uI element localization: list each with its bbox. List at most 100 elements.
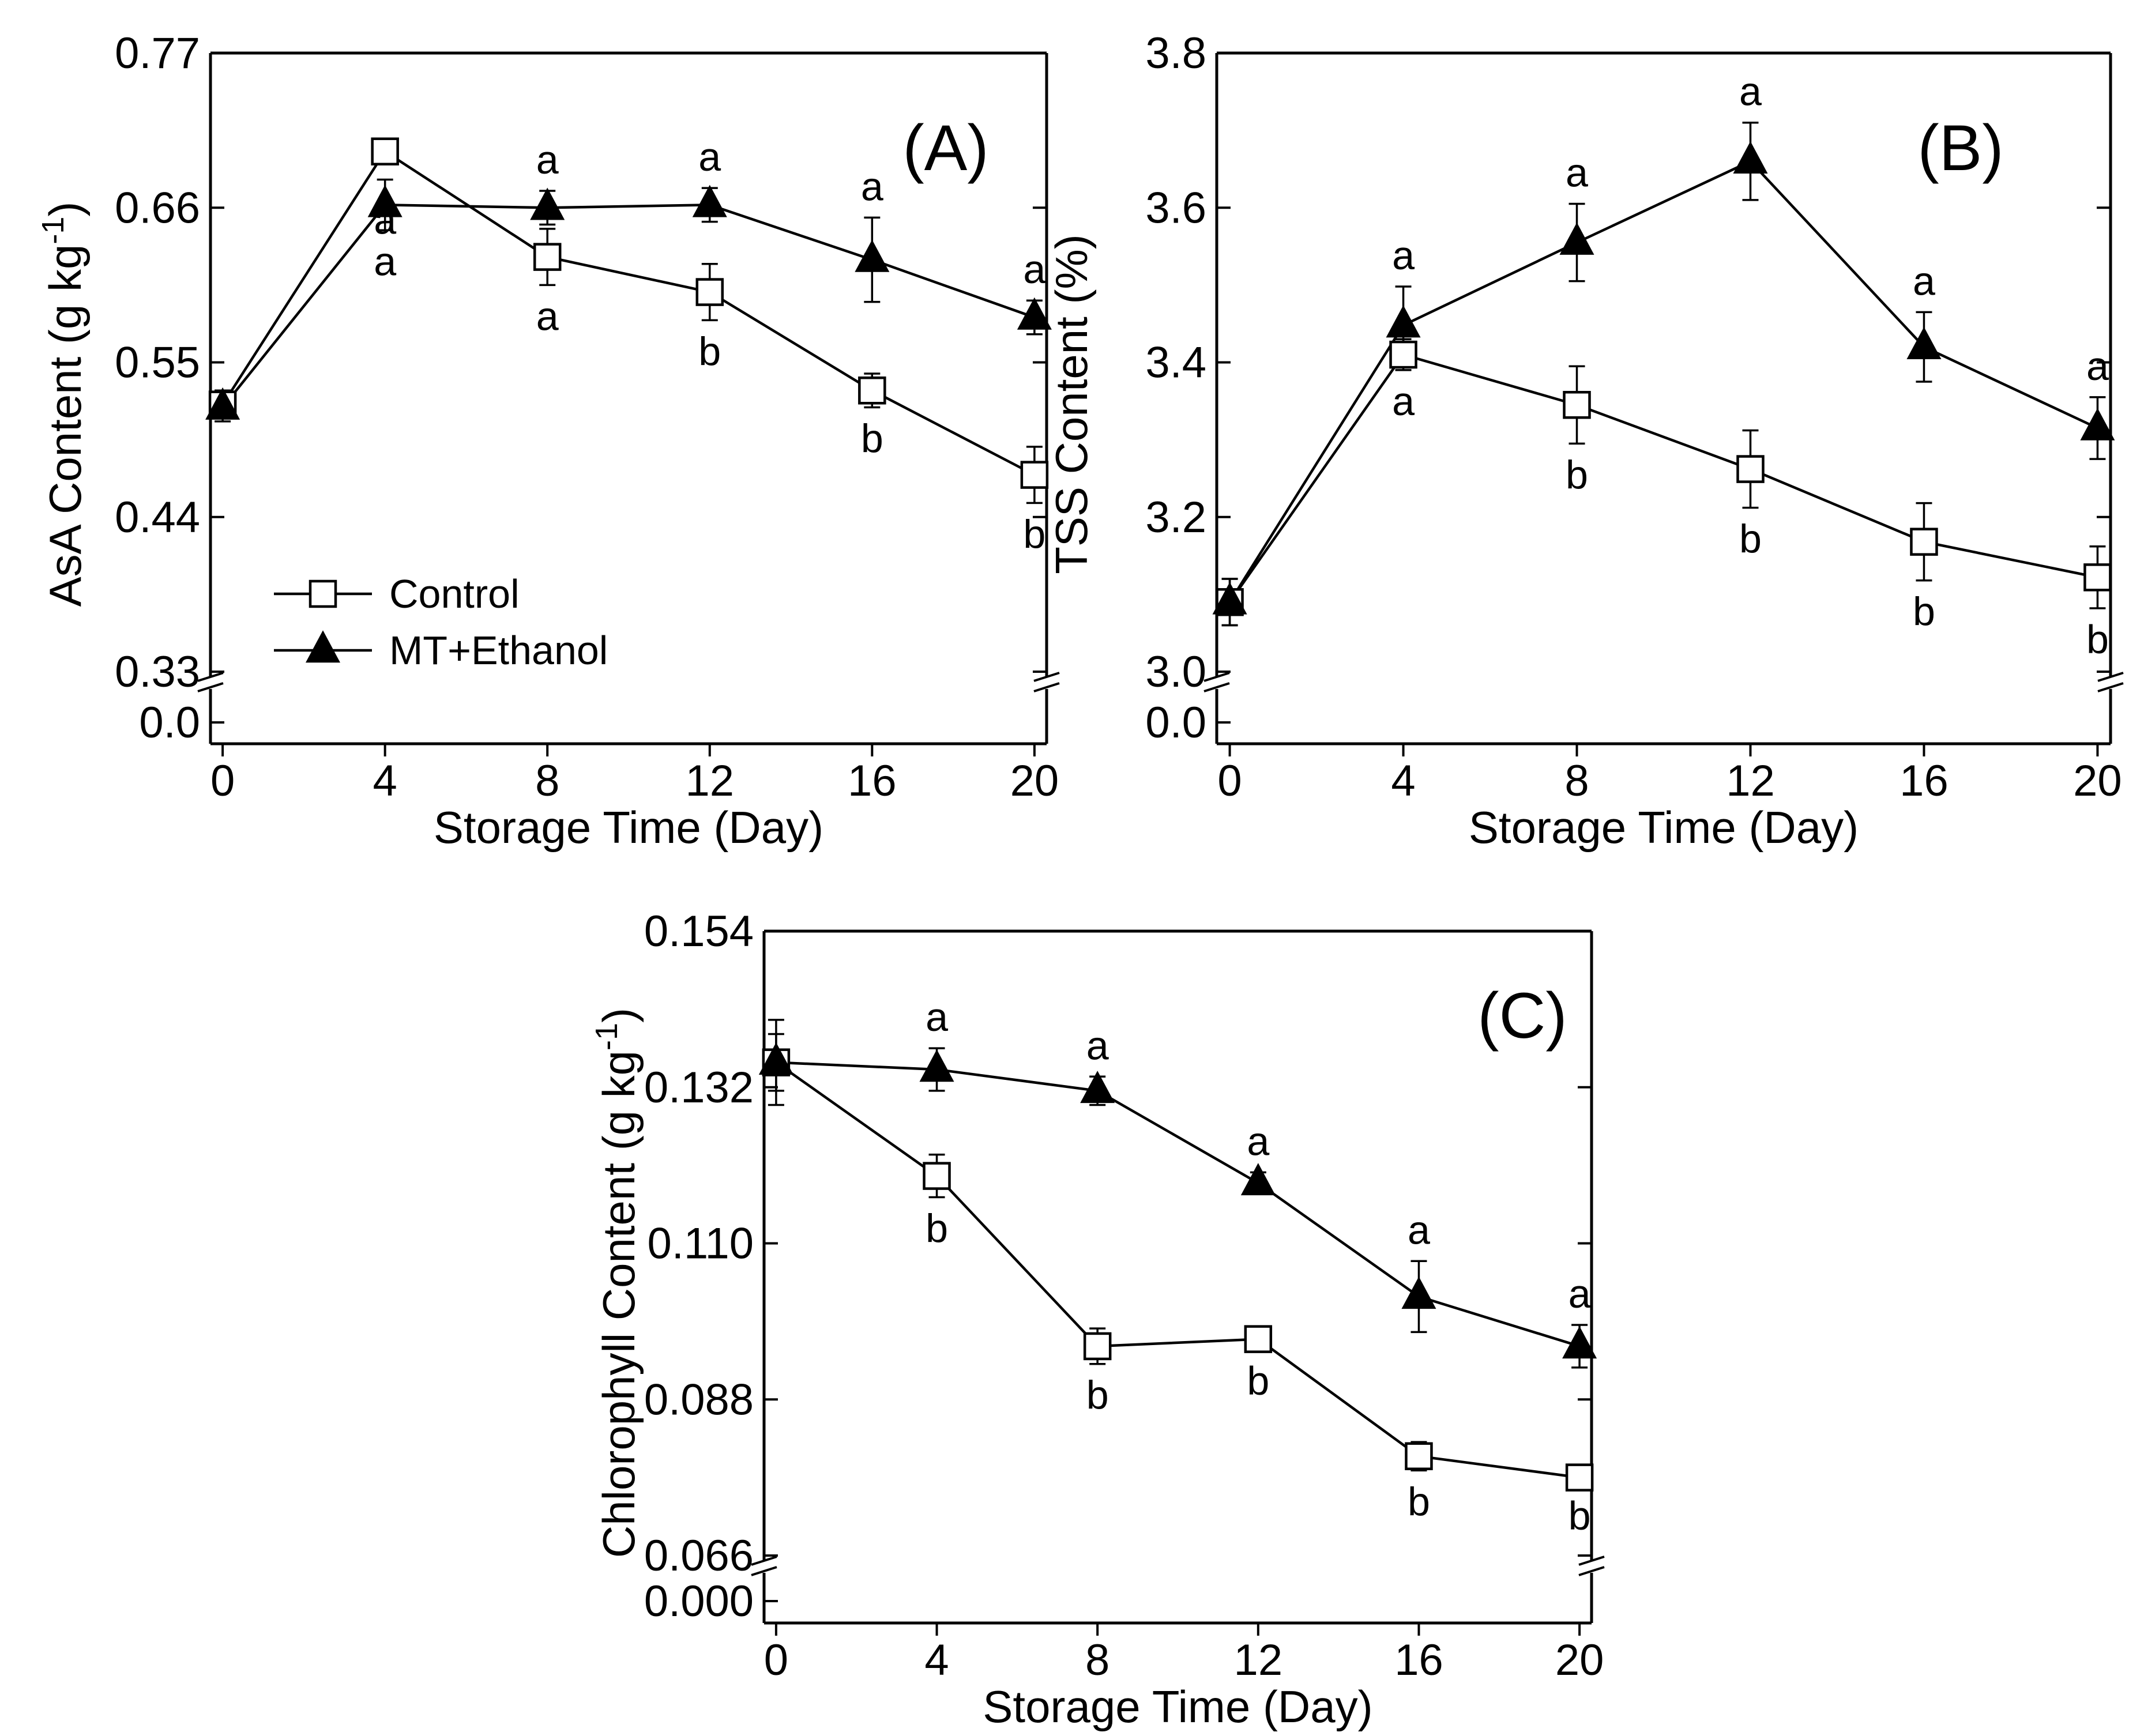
panel-label: (A)	[902, 112, 988, 184]
control-marker	[1405, 1442, 1433, 1470]
panel-a-chart: 0.33 0.44 0.55 0.66 0.77 0.00 4 8 12 16 20 Storage …	[36, 29, 1060, 853]
significance-letter: b	[1408, 1479, 1430, 1524]
significance-letter: b	[2086, 617, 2109, 662]
x-axis-title: Storage Time (Day)	[983, 1681, 1372, 1732]
control-marker	[2083, 563, 2112, 592]
mt-ethanol-marker	[1562, 1326, 1597, 1359]
mt-ethanol-marker	[530, 187, 565, 220]
y-axis-title: TSS Content (%)	[1046, 234, 1097, 574]
x-tick-label: 4	[1391, 756, 1415, 805]
y-tick-label: 3.0	[1145, 647, 1206, 696]
y-break-tick-label: 0.0	[1145, 698, 1206, 747]
legend-mt-ethanol-marker	[306, 630, 340, 663]
mt-ethanol-marker	[1080, 1071, 1115, 1104]
mt-ethanol-marker	[2080, 408, 2115, 440]
series-line-1	[776, 1061, 1580, 1348]
mt-ethanol-marker	[1906, 326, 1942, 359]
axis-break-mark	[1033, 672, 1060, 682]
series-line-0	[1228, 353, 2098, 603]
control-marker	[1565, 1463, 1594, 1492]
panel-label: (B)	[1917, 112, 2003, 184]
y-break-tick-label: 0.0	[139, 698, 200, 747]
x-tick-label: 20	[1555, 1636, 1604, 1685]
x-tick-label: 16	[1899, 756, 1949, 805]
panel-b-chart: 3.0 3.2 3.4 3.6 3.8 0.00 4 8 12 16 20 Storage Time …	[1046, 29, 2124, 853]
significance-letter: b	[1739, 517, 1762, 562]
axis-break-mark	[1203, 672, 1230, 682]
mt-ethanol-marker	[367, 184, 403, 217]
x-tick-label: 0	[210, 756, 235, 805]
x-axis-title: Storage Time (Day)	[1469, 802, 1859, 853]
significance-letter: a	[861, 164, 883, 209]
y-tick-label: 0.154	[644, 907, 754, 956]
axis-break-mark	[751, 1556, 777, 1566]
x-tick-label: 8	[1085, 1636, 1109, 1685]
mt-ethanol-marker	[1386, 305, 1421, 338]
significance-letter: a	[1568, 1271, 1591, 1316]
y-tick-label: 0.77	[115, 29, 200, 78]
mt-ethanol-marker	[205, 387, 240, 420]
control-marker	[1083, 1332, 1112, 1361]
significance-letter: a	[1739, 69, 1762, 114]
control-marker	[533, 243, 562, 271]
significance-letter: b	[698, 329, 721, 374]
significance-letter: b	[1023, 511, 1045, 556]
y-tick-label: 3.4	[1145, 338, 1206, 387]
mt-ethanol-marker	[758, 1042, 793, 1075]
x-tick-label: 8	[535, 756, 559, 805]
significance-letter: a	[536, 293, 559, 338]
x-tick-label: 20	[2073, 756, 2122, 805]
legend-label-control: Control	[389, 571, 520, 616]
y-tick-label: 0.55	[115, 338, 200, 387]
y-axis-title-close: )	[593, 1008, 644, 1023]
significance-letter: a	[536, 137, 559, 182]
series-line-0	[221, 149, 1035, 476]
significance-letter: a	[374, 198, 396, 243]
significance-letter: a	[698, 134, 721, 179]
legend-label-mt-ethanol: MT+Ethanol	[389, 628, 608, 673]
mt-ethanol-marker	[1401, 1276, 1436, 1309]
control-marker	[1736, 455, 1765, 483]
axis-break-mark	[1578, 1556, 1605, 1566]
x-tick-label: 4	[373, 756, 397, 805]
x-tick-label: 16	[848, 756, 897, 805]
series-line-1	[1228, 160, 2098, 603]
y-axis-title-main: AsA Content (g kg	[40, 244, 91, 607]
significance-letter: b	[1568, 1493, 1591, 1538]
y-tick-label: 0.088	[644, 1375, 754, 1424]
y-tick-label: 0.66	[115, 183, 200, 232]
axis-break-mark	[1033, 682, 1060, 692]
panel-label: (C)	[1477, 980, 1567, 1052]
control-marker	[1244, 1325, 1273, 1353]
y-axis-title-main: TSS Content (%)	[1046, 234, 1097, 574]
y-axis-title: AsA Content (g kg-1)	[36, 202, 91, 607]
axis-break-mark	[1578, 1566, 1605, 1576]
y-tick-label: 3.8	[1145, 29, 1206, 78]
significance-letter: b	[926, 1206, 948, 1251]
x-tick-label: 4	[924, 1636, 949, 1685]
axis-break-mark	[2097, 682, 2124, 692]
significance-letter: b	[1566, 452, 1588, 497]
series-line-1	[221, 204, 1035, 408]
significance-letter: a	[1392, 379, 1415, 424]
y-axis-title-superscript: -1	[589, 1023, 624, 1050]
control-marker	[923, 1162, 951, 1190]
y-tick-label: 3.6	[1145, 183, 1206, 232]
significance-letter: a	[1566, 150, 1588, 195]
x-tick-label: 0	[764, 1636, 788, 1685]
mt-ethanol-marker	[1212, 582, 1247, 615]
x-tick-label: 8	[1564, 756, 1589, 805]
mt-ethanol-marker	[919, 1049, 954, 1082]
significance-letter: a	[374, 239, 396, 284]
significance-letter: a	[1247, 1119, 1269, 1163]
y-tick-label: 3.2	[1145, 493, 1206, 542]
x-tick-label: 12	[1234, 1636, 1283, 1685]
mt-ethanol-marker	[1240, 1163, 1276, 1196]
significance-letter: b	[1913, 589, 1935, 634]
control-marker	[371, 137, 399, 165]
significance-letter: a	[1408, 1207, 1430, 1252]
significance-letter: a	[2086, 344, 2109, 389]
significance-letter: a	[1086, 1023, 1109, 1068]
